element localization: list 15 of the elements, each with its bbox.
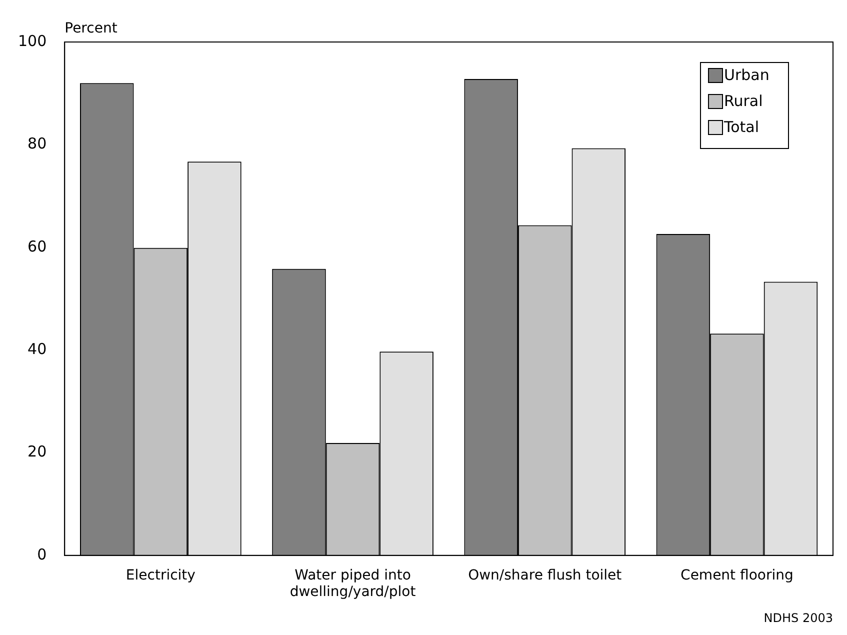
- x-tick-label: Cement flooring: [680, 567, 794, 584]
- x-tick-label: Water piped into dwelling/yard/plot: [290, 567, 416, 600]
- text: NDHS 2003: [764, 611, 833, 626]
- legend-label: Total: [723, 118, 760, 136]
- y-tick-label: 80: [28, 134, 47, 153]
- y-tick-label: 60: [28, 237, 47, 256]
- x-tick-label: Own/share flush toilet: [468, 567, 622, 584]
- y-tick-label: 20: [28, 442, 47, 461]
- y-tick-label: 100: [18, 32, 47, 50]
- x-tick-label: Electricity: [126, 567, 196, 584]
- legend-label: Urban: [724, 66, 770, 84]
- y-tick-label: 0: [37, 545, 47, 564]
- legend-label: Rural: [724, 92, 763, 110]
- y-axis-title: Percent: [64, 20, 118, 37]
- y-tick-label: 40: [28, 340, 47, 358]
